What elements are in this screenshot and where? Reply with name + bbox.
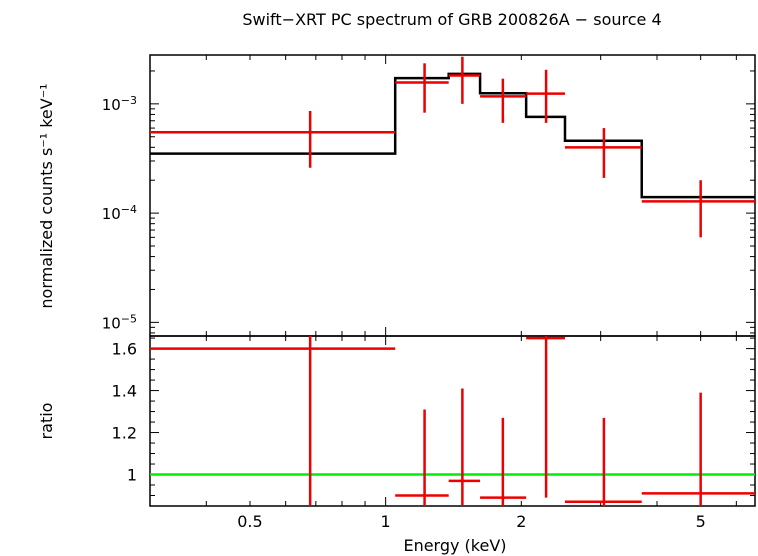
data-point [150, 111, 396, 168]
model-line [150, 72, 755, 199]
ratio-point [448, 388, 481, 506]
ratio-point [480, 417, 527, 506]
data-point [564, 128, 642, 178]
x-tick-label: 1 [381, 512, 391, 531]
y-tick-label: 10−4 [102, 203, 137, 223]
data-point [526, 69, 565, 123]
ratio-panel: 0.5 1 2 5 1 1.2 1.4 1.6 [112, 335, 756, 531]
ratio-point [526, 336, 565, 498]
ratio-point [150, 336, 396, 506]
y-tick-label: 1 [127, 466, 137, 485]
x-axis-label: Energy (keV) [403, 536, 506, 555]
y-tick-label: 1.4 [112, 382, 137, 401]
data-point [641, 180, 755, 238]
spectrum-panel: 10−3 10−4 10−5 [102, 54, 756, 337]
spectrum-y-axis-label: normalized counts s⁻¹ keV⁻¹ [37, 83, 56, 308]
y-tick-label: 1.6 [112, 340, 137, 359]
y-tick-label: 10−5 [102, 312, 137, 332]
data-point [395, 63, 449, 113]
x-tick-label: 2 [516, 512, 526, 531]
spectrum-frame [149, 54, 756, 337]
x-tick-label: 0.5 [237, 512, 262, 531]
data-point [448, 56, 481, 104]
ratio-frame [149, 335, 756, 507]
ratio-point [564, 417, 642, 506]
data-point [480, 78, 527, 123]
ratio-y-axis-label: ratio [37, 403, 56, 440]
ratio-point [395, 409, 449, 506]
x-tick-label: 5 [696, 512, 706, 531]
chart-title: Swift−XRT PC spectrum of GRB 200826A − s… [242, 10, 661, 29]
ratio-point [641, 392, 755, 506]
y-tick-label: 1.2 [112, 424, 137, 443]
y-tick-label: 10−3 [102, 94, 137, 114]
